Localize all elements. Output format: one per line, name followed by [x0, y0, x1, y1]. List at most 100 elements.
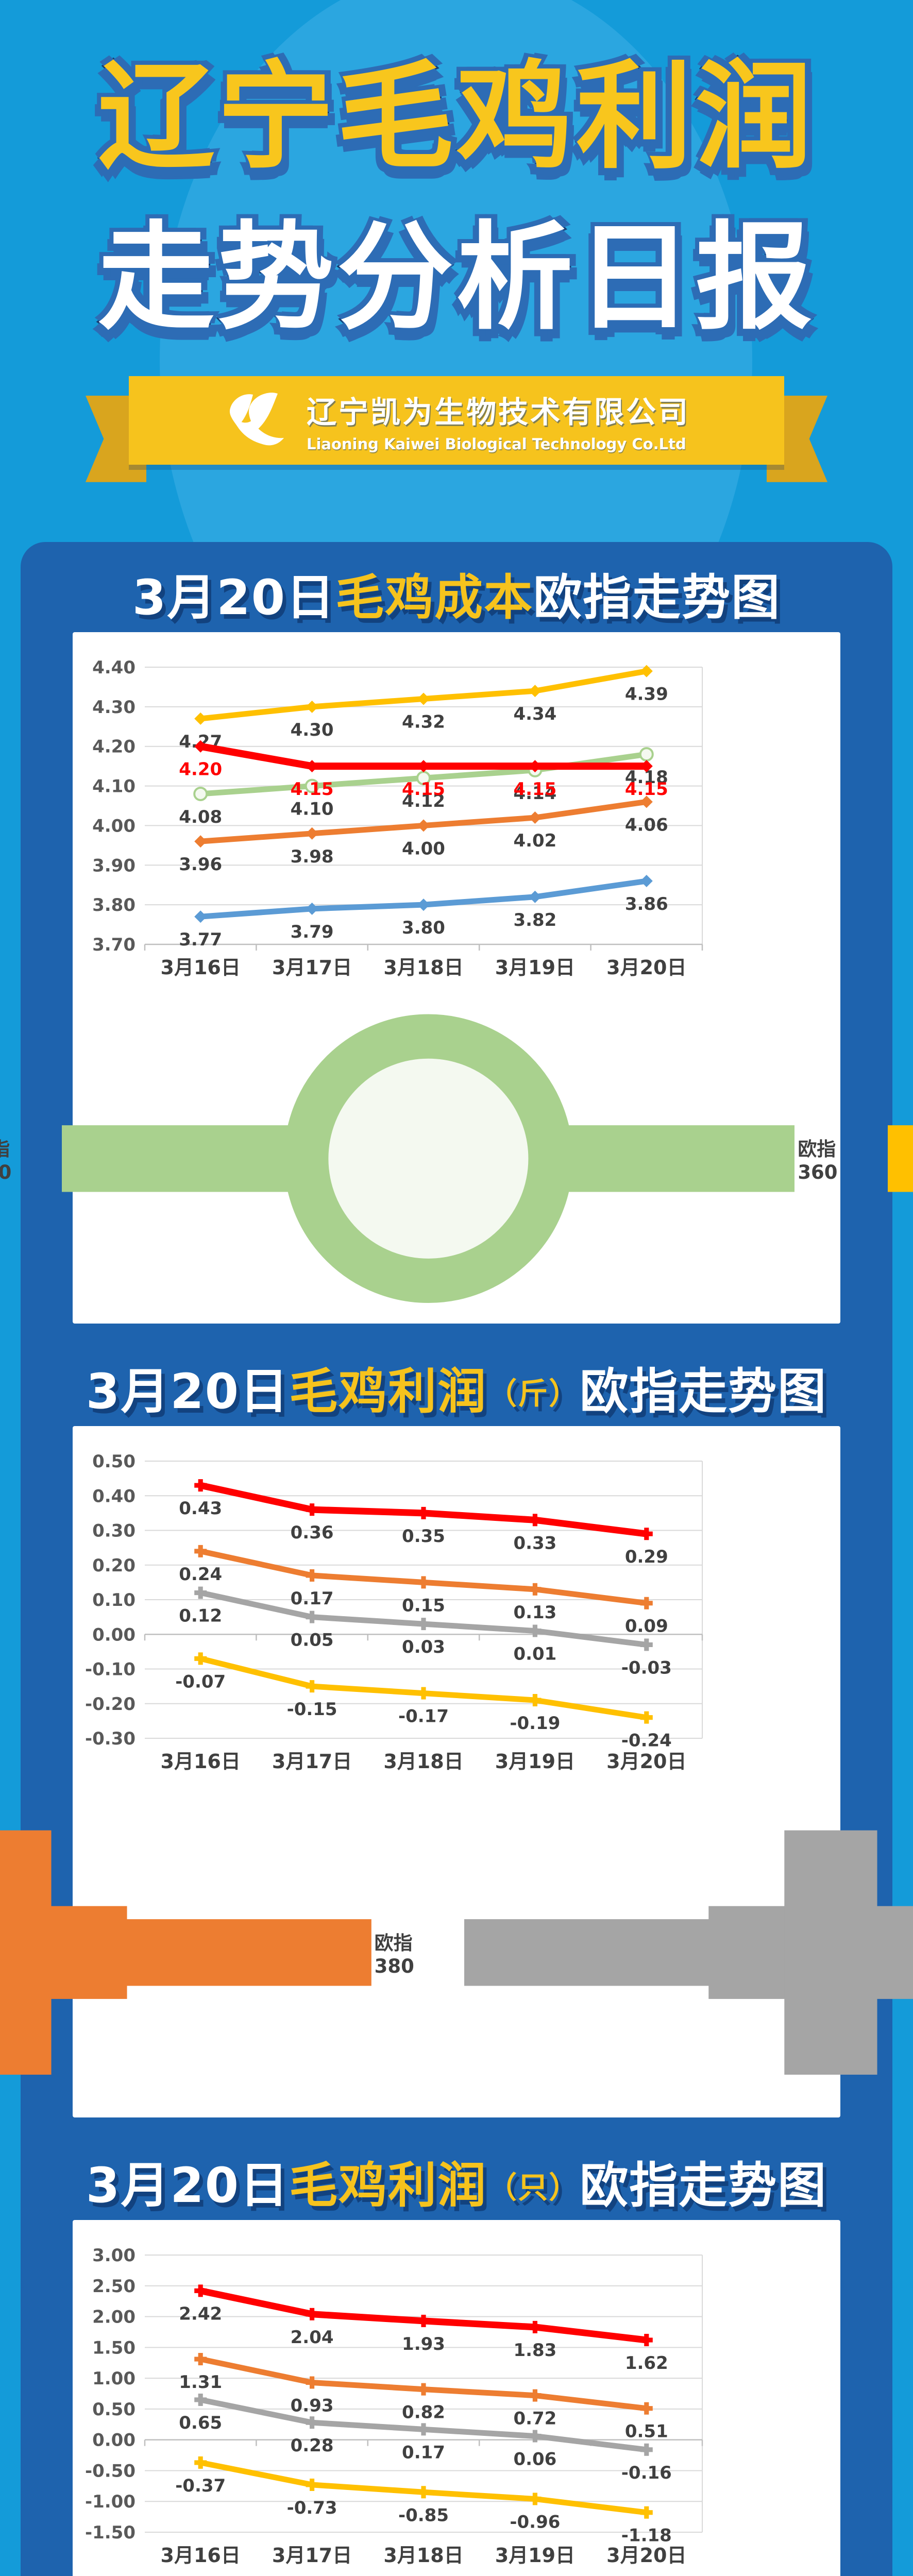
svg-text:3月18日: 3月18日 [383, 956, 463, 979]
svg-text:3月16日: 3月16日 [161, 956, 241, 979]
section-title-profit-jin: 3月20日毛鸡利润（斤）欧指走势图 [21, 1363, 892, 1420]
title-unit: （只） [487, 2170, 580, 2205]
svg-text:-0.37: -0.37 [175, 2476, 226, 2496]
title-suffix: 欧指走势图 [580, 1363, 827, 1420]
svg-text:0.15: 0.15 [402, 1595, 445, 1616]
legend-label: 欧指360 [798, 1138, 838, 1184]
section-cost: 3月20日毛鸡成本欧指走势图 4.40 4.30 4.20 4.10 4.00 3.90 3… [0, 571, 913, 1324]
svg-text:0.30: 0.30 [92, 1520, 136, 1541]
svg-text:-1.18: -1.18 [621, 2526, 672, 2546]
svg-text:4.15: 4.15 [291, 779, 334, 800]
svg-text:3月19日: 3月19日 [495, 1750, 575, 1773]
svg-text:-0.03: -0.03 [621, 1657, 672, 1678]
svg-text:2.50: 2.50 [92, 2276, 136, 2297]
svg-text:0.01: 0.01 [513, 1643, 556, 1664]
title-highlight: 毛鸡利润 [289, 2157, 487, 2214]
svg-text:4.02: 4.02 [513, 831, 556, 851]
svg-text:-0.10: -0.10 [85, 1659, 136, 1680]
svg-text:0.65: 0.65 [179, 2413, 222, 2433]
svg-text:3.80: 3.80 [92, 895, 136, 916]
svg-text:0.93: 0.93 [291, 2395, 334, 2416]
page-header: 辽宁毛鸡利润 走势分析日报 辽宁凯为生物技术有限公司 Liaoning Kaiw… [0, 0, 913, 482]
legend-item: 欧指380 [0, 1797, 449, 2108]
svg-text:3.82: 3.82 [513, 910, 556, 930]
svg-text:3月16日: 3月16日 [161, 2544, 241, 2567]
company-logo-icon [223, 391, 289, 450]
svg-text:3月20日: 3月20日 [606, 956, 686, 979]
title-suffix: 欧指走势图 [580, 2157, 827, 2214]
legend-item: 欧指380 [0, 1003, 46, 1314]
svg-text:0.40: 0.40 [92, 1486, 136, 1506]
title-prefix: 3月20日 [86, 1363, 290, 1420]
svg-text:0.13: 0.13 [513, 1602, 556, 1623]
svg-text:-0.73: -0.73 [287, 2498, 337, 2518]
svg-text:4.12: 4.12 [402, 791, 445, 811]
svg-text:-0.16: -0.16 [621, 2463, 672, 2483]
section-profit-zhi: 3月20日毛鸡利润（只）欧指走势图 3.00 2.50 2.00 1.50 1.00 0.… [21, 2157, 892, 2576]
svg-text:-0.50: -0.50 [85, 2461, 136, 2481]
page-title-line2: 走势分析日报 [96, 209, 815, 347]
legend-item: 欧指320 [887, 1003, 913, 1314]
ribbon-banner: 辽宁凯为生物技术有限公司 Liaoning Kaiwei Biological … [129, 376, 784, 465]
svg-text:4.06: 4.06 [625, 815, 668, 835]
chart-card-profit-jin: 0.50 0.40 0.30 0.20 0.10 0.00 -0.10 -0.20 -0.30 3… [0, 1426, 913, 2117]
legend-item: 欧指360 [61, 1003, 872, 1314]
svg-text:1.31: 1.31 [179, 2372, 222, 2393]
legend-marker-icon [0, 1830, 371, 2075]
svg-text:3.77: 3.77 [179, 929, 222, 950]
legend-marker-icon [887, 1125, 913, 1192]
chart-canvas: 0.50 0.40 0.30 0.20 0.10 0.00 -0.10 -0.20 -0.30 3… [85, 1451, 703, 1773]
svg-text:-0.96: -0.96 [510, 2512, 560, 2532]
svg-text:0.50: 0.50 [92, 1451, 136, 1472]
main-panel: 3月20日毛鸡成本欧指走势图 4.40 4.30 4.20 4.10 4.00 3.90 3… [0, 541, 913, 2576]
svg-text:4.10: 4.10 [92, 776, 136, 797]
svg-text:3.70: 3.70 [92, 935, 136, 955]
svg-text:4.08: 4.08 [179, 807, 222, 827]
line-chart-profit-zhi: 3.00 2.50 2.00 1.50 1.00 0.50 0.00 -0.50 -1.00 -1… [73, 2234, 840, 2576]
company-name-en: Liaoning Kaiwei Biological Technology Co… [306, 435, 686, 453]
section-title-profit-zhi: 3月20日毛鸡利润（只）欧指走势图 [21, 2157, 892, 2214]
svg-text:4.20: 4.20 [92, 737, 136, 757]
svg-text:3月19日: 3月19日 [495, 2544, 575, 2567]
title-prefix: 3月20日 [86, 2157, 290, 2214]
svg-text:0.51: 0.51 [625, 2421, 668, 2442]
chart-canvas: 3.00 2.50 2.00 1.50 1.00 0.50 0.00 -0.50 -1.00 -1… [85, 2245, 703, 2567]
svg-text:4.34: 4.34 [513, 704, 556, 724]
svg-text:-0.07: -0.07 [175, 1671, 226, 1692]
svg-text:-0.19: -0.19 [510, 1713, 560, 1734]
svg-text:1.00: 1.00 [92, 2368, 136, 2389]
title-suffix: 欧指走势图 [533, 569, 781, 626]
chart-legend: 欧指420欧指380欧指360欧指320毛鸡价格 [0, 1003, 913, 1314]
svg-text:4.14: 4.14 [513, 783, 556, 804]
svg-text:3月20日: 3月20日 [606, 2544, 686, 2567]
svg-text:-0.17: -0.17 [398, 1706, 449, 1726]
title-prefix: 3月20日 [132, 569, 336, 626]
svg-text:0.43: 0.43 [179, 1498, 222, 1519]
svg-text:-1.00: -1.00 [85, 2492, 136, 2512]
svg-text:0.29: 0.29 [625, 1547, 668, 1567]
svg-text:4.40: 4.40 [92, 657, 136, 678]
svg-text:4.39: 4.39 [625, 684, 668, 705]
svg-text:3.86: 3.86 [625, 894, 668, 914]
title-highlight: 毛鸡成本 [335, 569, 534, 626]
chart-legend: 欧指420欧指380欧指360欧指320 [0, 1797, 913, 2108]
svg-text:1.62: 1.62 [625, 2353, 668, 2374]
svg-text:0.00: 0.00 [92, 1624, 136, 1645]
line-chart-profit-jin: 0.50 0.40 0.30 0.20 0.10 0.00 -0.10 -0.20 -0.30 3… [0, 1440, 913, 2108]
svg-text:0.06: 0.06 [513, 2449, 556, 2469]
svg-text:-0.24: -0.24 [621, 1731, 672, 1751]
svg-text:0.33: 0.33 [513, 1533, 556, 1553]
chart-card-profit-zhi: 3.00 2.50 2.00 1.50 1.00 0.50 0.00 -0.50 -1.00 -1… [73, 2219, 840, 2576]
section-title-cost: 3月20日毛鸡成本欧指走势图 [21, 571, 892, 625]
svg-text:0.20: 0.20 [92, 1555, 136, 1576]
company-ribbon: 辽宁凯为生物技术有限公司 Liaoning Kaiwei Biological … [0, 376, 913, 482]
svg-text:-0.20: -0.20 [85, 1694, 136, 1715]
chart-card-cost: 4.40 4.30 4.20 4.10 4.00 3.90 3.80 3.70 3月16日 3月1… [0, 632, 913, 1324]
svg-text:3月17日: 3月17日 [272, 956, 352, 979]
svg-text:1.50: 1.50 [92, 2337, 136, 2358]
svg-text:3.96: 3.96 [179, 854, 222, 875]
svg-text:4.10: 4.10 [291, 799, 334, 820]
svg-text:-0.30: -0.30 [85, 1728, 136, 1749]
svg-text:4.15: 4.15 [513, 779, 556, 800]
svg-text:3月19日: 3月19日 [495, 956, 575, 979]
